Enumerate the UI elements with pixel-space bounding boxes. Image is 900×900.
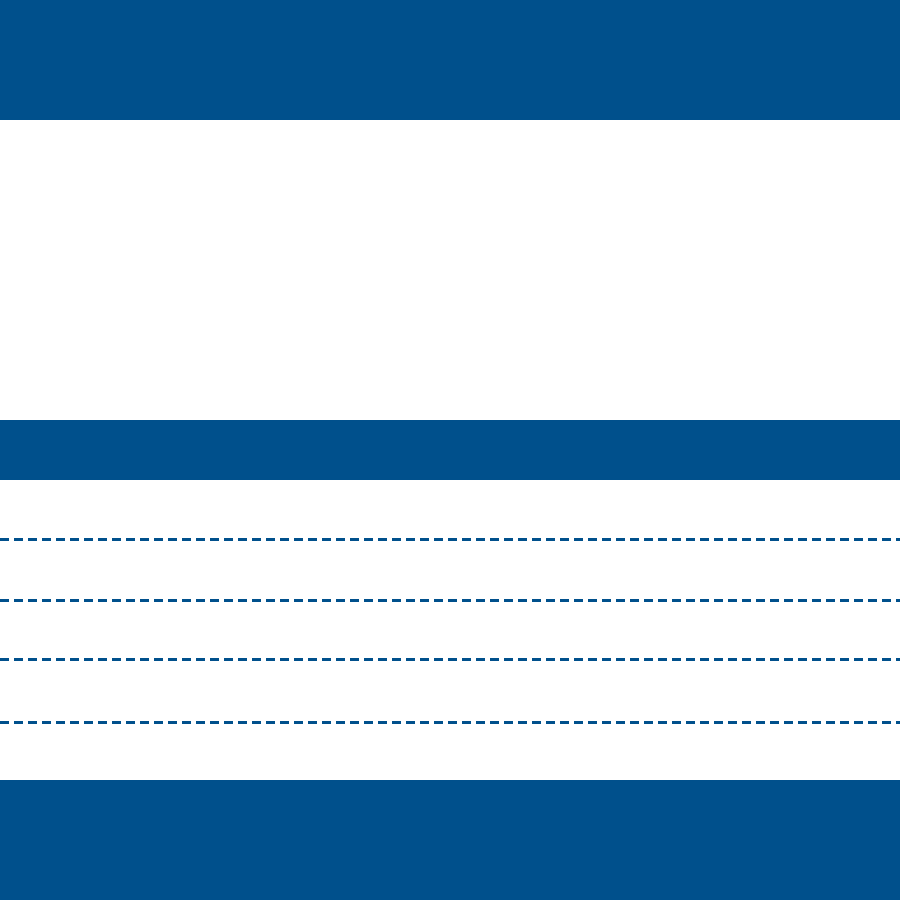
dashed-line	[0, 721, 900, 724]
ruled-lines-area	[0, 480, 900, 780]
section-bar	[0, 420, 900, 480]
header-bar	[0, 0, 900, 120]
dashed-line	[0, 538, 900, 541]
blank-content-area	[0, 120, 900, 420]
dashed-line	[0, 658, 900, 661]
footer-bar	[0, 780, 900, 900]
dashed-line	[0, 599, 900, 602]
